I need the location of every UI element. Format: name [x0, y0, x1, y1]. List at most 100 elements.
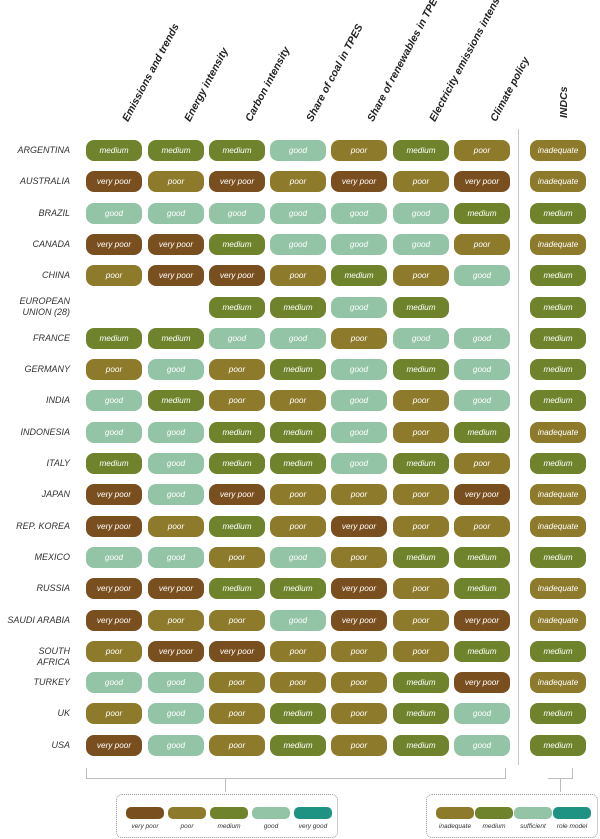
rating-cell: good	[454, 265, 510, 287]
rating-cell: poor	[270, 390, 326, 412]
legend-label-very-good: very good	[298, 823, 328, 830]
rating-cell: medium	[209, 515, 265, 537]
rating-cell: medium	[454, 578, 510, 600]
country-label: TURKEY	[33, 677, 70, 688]
rating-cell: poor	[209, 546, 265, 568]
rating-cell: poor	[209, 359, 265, 381]
rating-cell: medium	[270, 703, 326, 725]
rating-cell: good	[454, 327, 510, 349]
rating-cell: inadequate	[530, 578, 586, 600]
rating-cell: good	[454, 359, 510, 381]
rating-cell: poor	[331, 140, 387, 161]
rating-cell: medium	[393, 703, 449, 725]
rating-cell: very poor	[209, 640, 265, 662]
rating-cell: good	[454, 390, 510, 412]
rating-cell: good	[331, 421, 387, 443]
rating-cell: very poor	[86, 233, 142, 255]
rating-cell: poor	[86, 359, 142, 381]
rating-cell: poor	[331, 734, 387, 756]
rating-cell: poor	[393, 390, 449, 412]
rating-cell: poor	[454, 515, 510, 537]
rating-cell: poor	[454, 140, 510, 161]
country-label: AUSTRALIA	[19, 176, 70, 187]
rating-cell: medium	[393, 672, 449, 694]
legend-swatch-very-good	[294, 807, 332, 819]
rating-cell: poor	[454, 453, 510, 474]
rating-cell: medium	[530, 734, 586, 756]
rating-cell: poor	[393, 171, 449, 193]
rating-cell: poor	[270, 640, 326, 662]
rating-cell: very poor	[148, 265, 204, 287]
rating-cell: medium	[393, 140, 449, 161]
column-header-indcs: INDCs	[558, 86, 570, 118]
rating-cell: poor	[148, 609, 204, 631]
rating-cell: medium	[270, 453, 326, 474]
rating-cell: very poor	[148, 233, 204, 255]
rating-cell: medium	[454, 640, 510, 662]
rating-cell: poor	[331, 546, 387, 568]
rating-cell: very poor	[86, 171, 142, 193]
rating-cell: good	[209, 202, 265, 224]
legend-swatch-medium	[475, 807, 513, 819]
rating-cell: inadequate	[530, 672, 586, 694]
rating-cell: poor	[148, 515, 204, 537]
country-label: MEXICO	[34, 551, 70, 562]
rating-cell: poor	[86, 640, 142, 662]
country-label: ITALY	[46, 458, 70, 468]
rating-cell: poor	[393, 609, 449, 631]
rating-cell: good	[270, 546, 326, 568]
rating-cell: medium	[270, 296, 326, 318]
rating-cell: medium	[530, 265, 586, 287]
rating-cell: good	[270, 202, 326, 224]
rating-cell: medium	[270, 421, 326, 443]
country-label: RUSSIA	[36, 583, 70, 594]
rating-cell: medium	[530, 453, 586, 474]
rating-cell: good	[331, 359, 387, 381]
rating-cell: medium	[209, 296, 265, 318]
rating-cell: medium	[331, 265, 387, 287]
rating-cell: poor	[393, 578, 449, 600]
country-label: UK	[57, 708, 70, 719]
rating-cell: medium	[393, 359, 449, 381]
rating-cell: very poor	[86, 515, 142, 537]
rating-cell: poor	[331, 640, 387, 662]
rating-cell: good	[331, 233, 387, 255]
rating-cell: inadequate	[530, 140, 586, 161]
performance-bracket-stem	[225, 778, 226, 792]
rating-cell: good	[148, 202, 204, 224]
rating-cell: medium	[270, 359, 326, 381]
column-header-share-of-coal-in-tpes: Share of coal in TPES	[304, 22, 366, 124]
rating-cell: poor	[393, 640, 449, 662]
rating-cell: poor	[393, 484, 449, 506]
rating-cell: very poor	[331, 578, 387, 600]
rating-cell: medium	[530, 202, 586, 224]
rating-cell: medium	[393, 734, 449, 756]
legend-label-very-poor: very poor	[131, 823, 159, 830]
country-label: FRANCE	[32, 332, 70, 343]
rating-cell: very poor	[148, 578, 204, 600]
country-label: CHINA	[41, 270, 70, 281]
rating-cell: very poor	[331, 515, 387, 537]
rating-cell: good	[270, 233, 326, 255]
performance-bracket	[86, 768, 506, 779]
legend-swatch-sufficient	[514, 807, 552, 819]
rating-cell: good	[454, 703, 510, 725]
rating-cell: very poor	[86, 609, 142, 631]
rating-cell: very poor	[148, 640, 204, 662]
country-label: EUROPEAN UNION (28)	[19, 296, 70, 317]
rating-cell: good	[86, 546, 142, 568]
rating-cell: good	[86, 421, 142, 443]
rating-cell: very poor	[454, 672, 510, 694]
rating-cell: poor	[86, 265, 142, 287]
rating-cell: poor	[270, 515, 326, 537]
rating-cell: poor	[270, 484, 326, 506]
country-label: USA	[51, 739, 70, 750]
rating-cell: medium	[530, 296, 586, 318]
legend-swatch-poor	[168, 807, 206, 819]
country-label: INDONESIA	[20, 426, 70, 437]
country-label: JAPAN	[41, 489, 70, 500]
indc-separator	[518, 129, 519, 765]
rating-cell: inadequate	[530, 609, 586, 631]
rating-cell: good	[148, 546, 204, 568]
legend-swatch-inadequate	[436, 807, 474, 819]
